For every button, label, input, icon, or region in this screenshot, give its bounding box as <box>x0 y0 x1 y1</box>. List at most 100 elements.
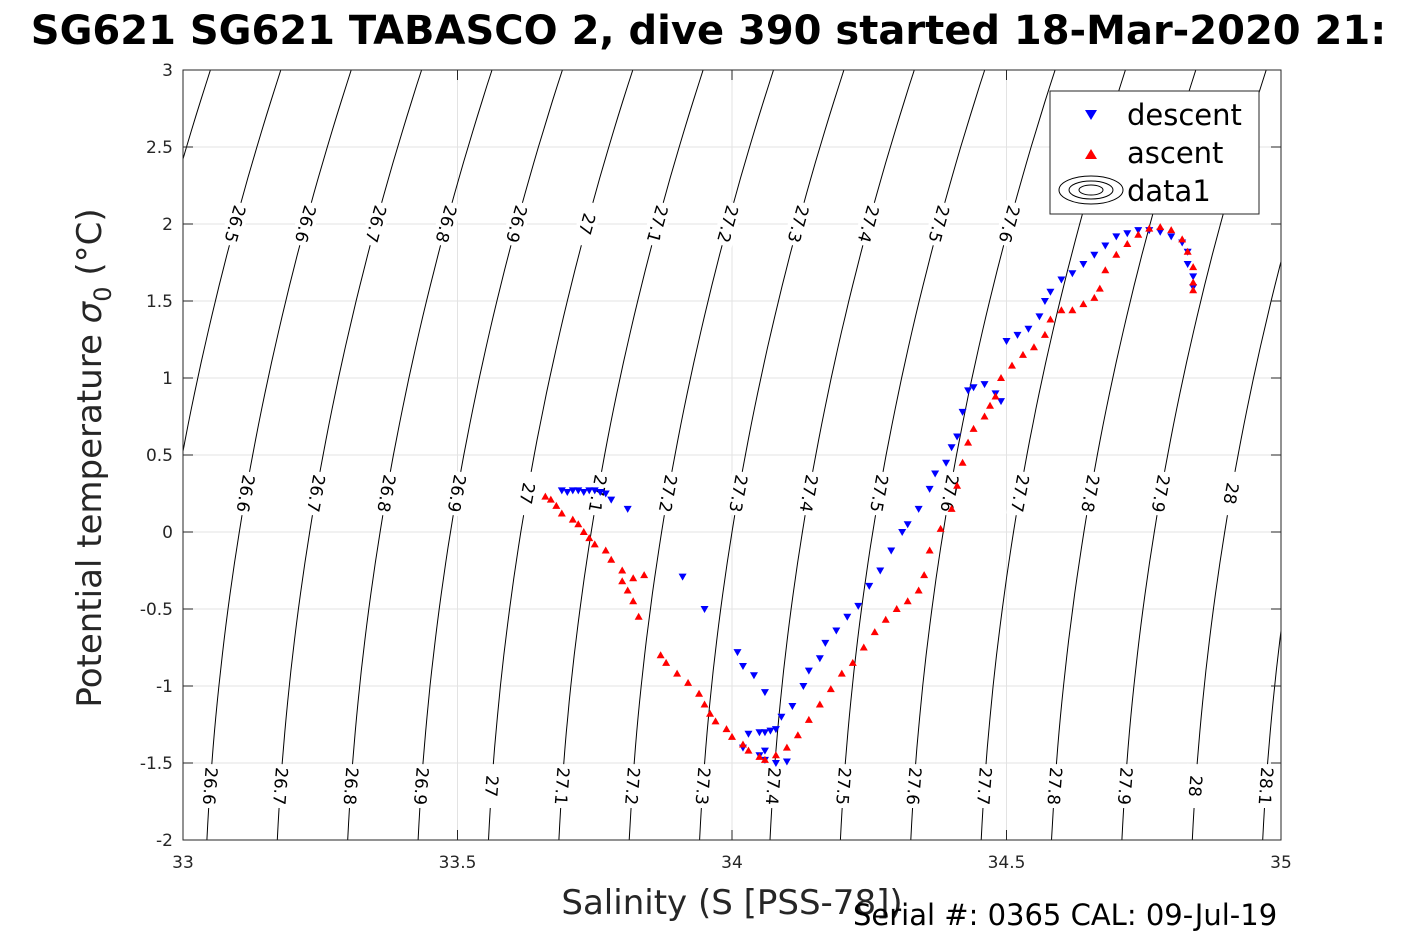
ascent-point <box>1046 315 1055 323</box>
x-tick-label: 35 <box>1270 853 1292 873</box>
contour-label-bg <box>1043 763 1067 809</box>
descent-point <box>1156 228 1165 236</box>
contour-label: 27.6 <box>902 766 925 805</box>
descent-point <box>782 758 791 766</box>
y-axis-label: Potential temperature σ0 (°C) <box>70 208 117 707</box>
contour-label-bg <box>289 200 321 248</box>
isopycnal-line <box>1191 259 1281 840</box>
descent-point <box>953 433 962 441</box>
ascent-point <box>986 401 995 409</box>
descent-point <box>579 488 588 496</box>
ascent-point <box>892 605 901 612</box>
contour-label-bg <box>409 763 433 809</box>
ascent-point <box>541 492 550 500</box>
descent-point <box>931 470 940 478</box>
legend: descent ascent data1 <box>1049 90 1260 215</box>
ascent-point <box>964 438 973 446</box>
legend-ascent-marker <box>1085 149 1097 159</box>
ascent-point <box>1095 284 1104 292</box>
descent-point <box>563 488 572 496</box>
contour-label-bg <box>268 763 293 809</box>
contour-label-bg <box>1254 763 1278 809</box>
legend-descent-marker <box>1085 110 1097 120</box>
ascent-point <box>1123 240 1132 248</box>
ascent-point <box>815 700 824 708</box>
contour-label-bg <box>571 200 603 248</box>
ascent-point <box>859 643 868 651</box>
ascent-point <box>1189 263 1198 271</box>
ascent-point <box>1090 293 1099 301</box>
ascent-point <box>1040 330 1049 338</box>
ascent-point <box>585 534 594 542</box>
ascent-point <box>1079 300 1088 308</box>
ascent-point <box>804 715 813 723</box>
contour-label-bg <box>443 470 471 517</box>
descent-point <box>749 672 758 680</box>
descent-point <box>854 602 863 610</box>
ascent-point <box>738 740 747 748</box>
ascent-point <box>771 751 780 759</box>
contour-label-bg <box>972 763 997 809</box>
descent-point <box>760 689 769 697</box>
ascent-point <box>618 566 627 574</box>
contour-label-bg <box>430 200 462 248</box>
isopycnal-line <box>417 70 563 840</box>
chart-title: SG621 SG621 TABASCO 2, dive 390 started … <box>30 8 1387 54</box>
ascent-point <box>936 524 945 532</box>
ascent-point <box>837 669 846 677</box>
y-tick-label: 1.5 <box>146 292 173 312</box>
descent-point <box>1123 230 1132 238</box>
x-axis-label: Salinity (S [PSS-78]) <box>561 883 902 923</box>
descent-point <box>1013 331 1022 339</box>
ascent-point <box>673 669 682 677</box>
ascent-point <box>920 571 929 579</box>
contour-label-bg <box>550 763 574 809</box>
data-points <box>541 223 1198 767</box>
descent-point <box>799 683 808 690</box>
y-tick-label: -0.5 <box>140 600 173 620</box>
ascent-point <box>700 700 709 708</box>
contour-label-bg <box>480 763 504 809</box>
ascent-point <box>574 520 583 528</box>
contour-label-bg <box>865 470 893 517</box>
contour-label-bg <box>1217 470 1245 517</box>
ascent-point <box>870 628 879 636</box>
contour-label-bg <box>1113 763 1137 809</box>
contour-label-bg <box>231 470 260 517</box>
ascent-point <box>1156 223 1165 231</box>
ascent-point <box>1068 306 1077 314</box>
descent-point <box>815 655 824 663</box>
isopycnal-line <box>558 70 704 840</box>
contour-label: 27.5 <box>831 766 854 805</box>
x-tick-label: 33 <box>172 853 194 873</box>
ascent-point <box>656 651 665 659</box>
y-tick-label: 2 <box>162 215 173 235</box>
y-axis-label-unit: (°C) <box>70 208 110 286</box>
y-tick-label: 3 <box>162 61 173 81</box>
descent-point <box>1024 325 1033 333</box>
contour-label-bg <box>902 763 926 809</box>
ascent-point <box>848 658 857 666</box>
legend-box <box>1049 90 1260 215</box>
descent-point <box>623 505 632 513</box>
contour-label: 27.4 <box>761 766 784 805</box>
y-tick-label: 2.5 <box>146 138 173 158</box>
ascent-point <box>623 586 632 594</box>
descent-point <box>1112 233 1121 241</box>
ascent-point <box>969 424 978 432</box>
descent-point <box>969 384 978 392</box>
ascent-point <box>1112 250 1121 258</box>
ascent-point <box>1183 247 1192 255</box>
contour-label-bg <box>935 470 964 517</box>
y-axis-label-text: Potential temperature <box>70 323 110 707</box>
descent-point <box>568 487 577 495</box>
descent-point <box>760 729 769 737</box>
descent-point <box>1101 242 1110 250</box>
isopycnal-line <box>206 70 352 840</box>
contour-label-bg <box>513 470 542 517</box>
ascent-point <box>947 504 956 512</box>
descent-point <box>1035 313 1044 321</box>
contour-label-bg <box>1076 470 1105 517</box>
contour-label-bg <box>993 200 1025 248</box>
ascent-point <box>662 658 671 666</box>
